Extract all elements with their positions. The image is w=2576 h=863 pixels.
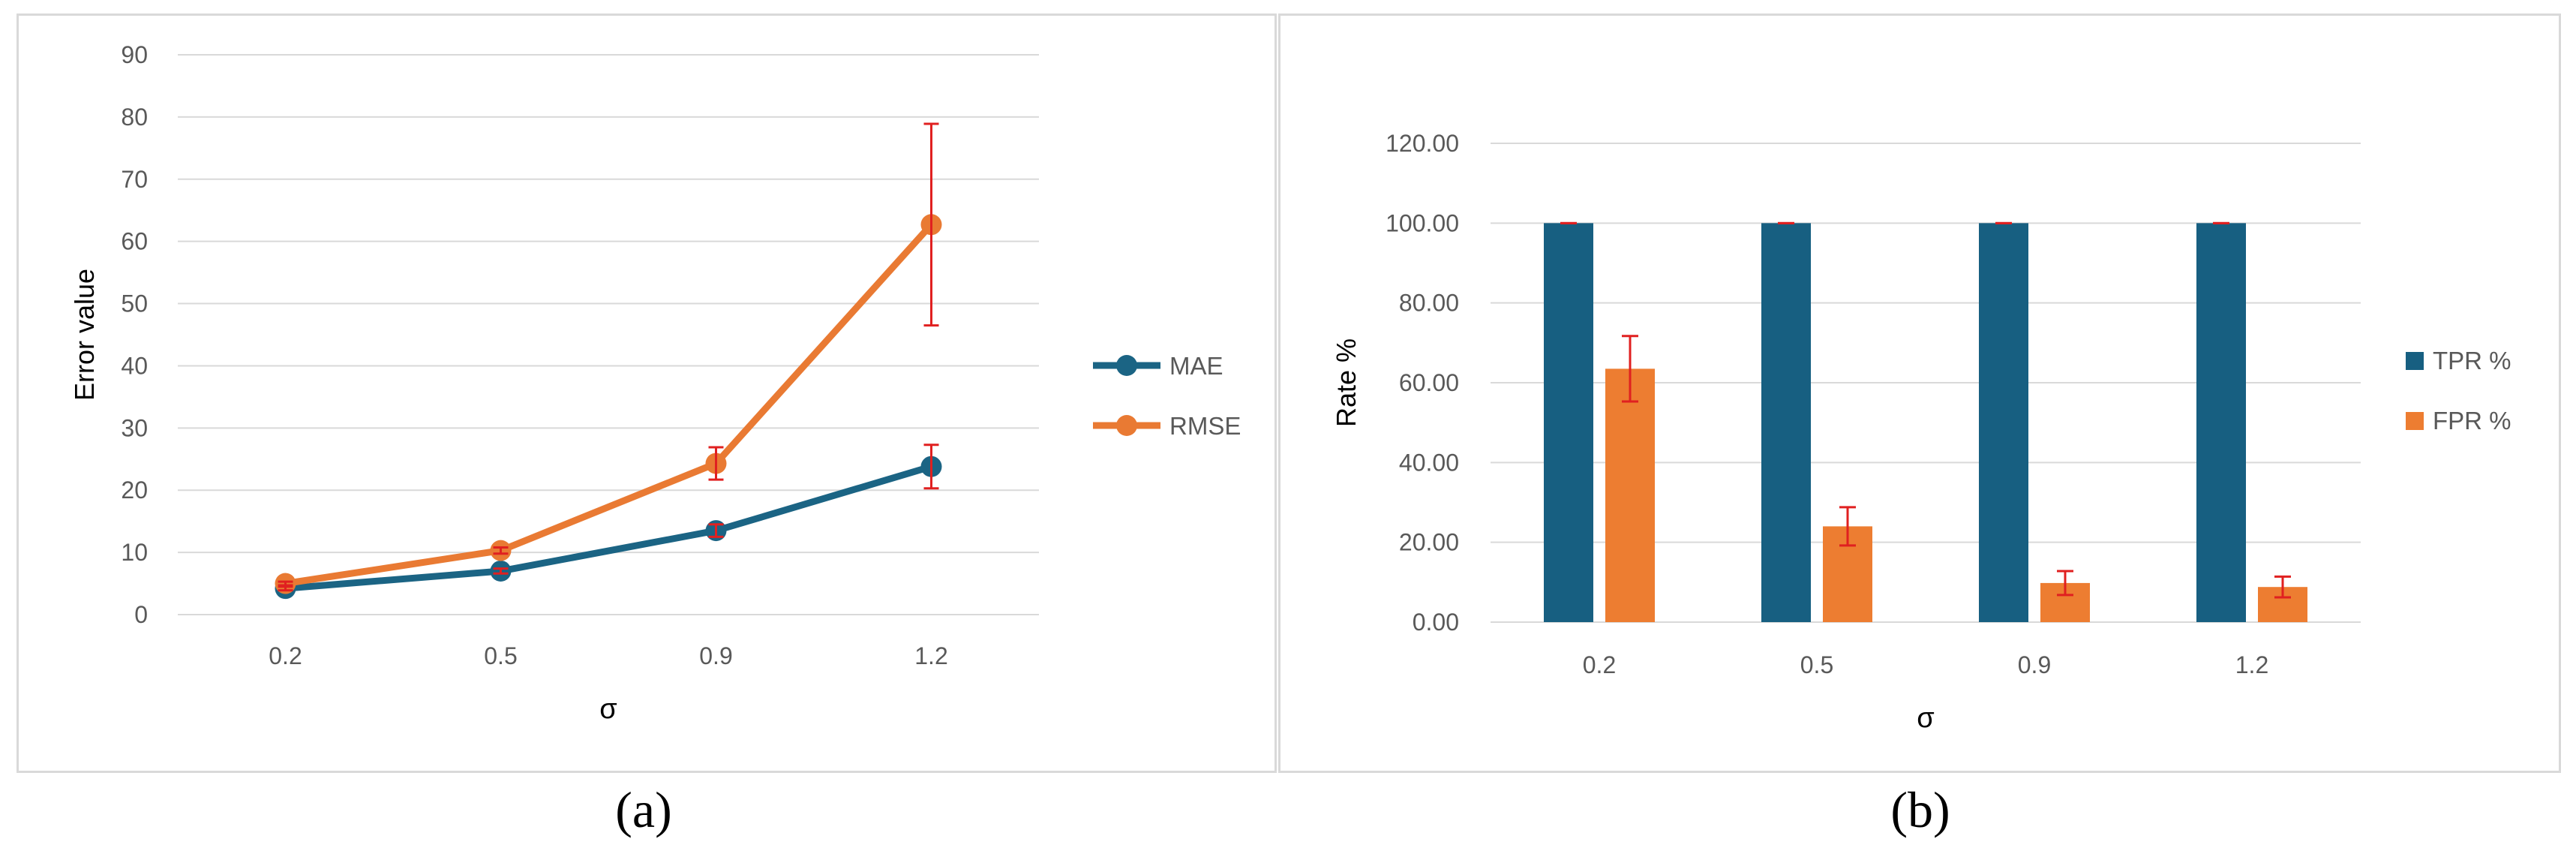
y-tick-label: 120.00 (1386, 130, 1459, 157)
x-tick-label: 0.5 (1800, 651, 1833, 678)
legend-swatch-tpr (2406, 352, 2424, 370)
y-tick-label: 0 (134, 601, 148, 628)
y-tick-label: 60 (121, 228, 148, 255)
legend-label-tpr: TPR % (2433, 347, 2511, 374)
chart-a: 0 10 20 30 40 50 60 70 80 90 0.2 0.5 0.9 1.2 σ Error va… (69, 41, 1241, 725)
legend-marker-mae (1116, 355, 1137, 376)
y-tick-label: 20 (121, 477, 148, 504)
y-tick-label: 40.00 (1399, 449, 1459, 476)
y-tick-label: 10 (121, 539, 148, 566)
panel-a: 0 10 20 30 40 50 60 70 80 90 0.2 0.5 0.9 1.2 σ Error va… (17, 14, 1277, 773)
panel-b: 0.00 20.00 40.00 60.00 80.00 100.00 120.00 0.2 0… (1278, 14, 2561, 773)
x-tick-label: 0.5 (484, 642, 517, 669)
y-tick-label: 60.00 (1399, 369, 1459, 396)
x-tick-label: 1.2 (2235, 651, 2268, 678)
y-axis-label: Rate % (1331, 338, 1362, 427)
series-line-rmse (284, 222, 934, 588)
y-tick-label: 50 (121, 290, 148, 317)
x-tick-label: 0.9 (699, 642, 732, 669)
y-tick-label: 80.00 (1399, 290, 1459, 317)
x-tick-label: 0.9 (2018, 651, 2051, 678)
y-axis-label: Error value (69, 269, 100, 401)
x-axis-label: σ (599, 693, 617, 725)
x-tick-label: 0.2 (1583, 651, 1616, 678)
bar-tpr (2196, 223, 2246, 622)
legend-label-rmse: RMSE (1169, 412, 1241, 440)
y-tick-label: 40 (121, 352, 148, 379)
legend-label-mae: MAE (1169, 352, 1223, 380)
y-tick-label: 20.00 (1399, 529, 1459, 556)
x-tick-label: 1.2 (914, 642, 947, 669)
x-tick-label: 0.2 (269, 642, 302, 669)
bar-tpr (1979, 223, 2028, 622)
chart-b: 0.00 20.00 40.00 60.00 80.00 100.00 120.00 0.2 0… (1331, 130, 2511, 734)
legend-marker-rmse (1116, 415, 1137, 436)
bar-tpr (1544, 223, 1593, 622)
legend-label-fpr: FPR % (2433, 407, 2511, 435)
y-tick-label: 0.00 (1413, 609, 1459, 636)
y-tick-label: 30 (121, 414, 148, 441)
y-tick-label: 80 (121, 104, 148, 131)
legend-swatch-fpr (2406, 412, 2424, 430)
series-line-mae (285, 463, 932, 592)
x-axis-label: σ (1917, 702, 1934, 734)
panel-label-a: (a) (615, 781, 672, 838)
y-tick-label: 90 (121, 41, 148, 68)
y-tick-label: 70 (121, 166, 148, 193)
y-tick-label: 100.00 (1386, 209, 1459, 236)
panel-label-b: (b) (1890, 781, 1950, 838)
bar-tpr (1761, 223, 1811, 622)
bar-fpr (1605, 368, 1655, 622)
